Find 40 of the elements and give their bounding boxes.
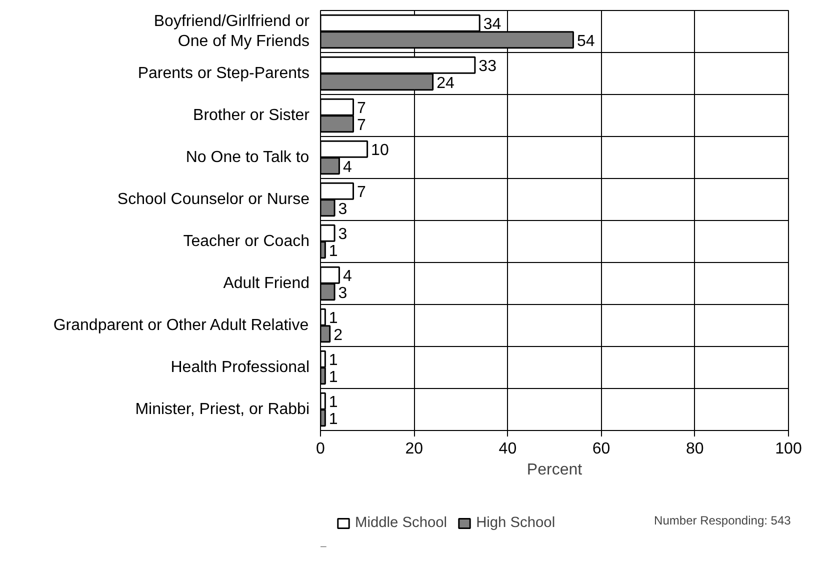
y-tick-label: Boyfriend/Girlfriend or One of My Friends xyxy=(154,12,310,50)
data-label: 24 xyxy=(436,74,454,92)
data-label: 4 xyxy=(342,268,352,286)
x-tick-label: 0 xyxy=(316,440,326,458)
data-label: 2 xyxy=(334,326,343,344)
y-tick-label: Minister, Priest, or Rabbi xyxy=(135,401,310,418)
y-tick-label: School Counselor or Nurse xyxy=(117,191,310,208)
y-tick-label: Parents or Step-Parents xyxy=(138,65,310,82)
data-label: 1 xyxy=(328,368,338,386)
data-label: 3 xyxy=(338,200,348,218)
y-tick-label: Health Professional xyxy=(170,359,310,376)
x-tick-label: 60 xyxy=(592,440,610,458)
x-tick-label: 20 xyxy=(405,440,424,458)
data-label: 1 xyxy=(328,310,338,328)
data-label: 1 xyxy=(328,352,338,370)
text: Number Responding: 543 xyxy=(654,514,792,528)
data-label: 7 xyxy=(357,116,366,134)
data-label: 54 xyxy=(576,32,595,50)
data-label: 10 xyxy=(371,142,389,160)
data-label: 4 xyxy=(342,158,352,176)
y-tick-label: Teacher or Coach xyxy=(183,233,310,250)
data-label: 3 xyxy=(338,226,348,244)
x-tick-label: 80 xyxy=(686,440,704,458)
legend-label: High School xyxy=(476,515,556,531)
y-tick-label: Brother or Sister xyxy=(193,107,310,124)
x-tick-label: 40 xyxy=(498,440,517,458)
data-label: 7 xyxy=(357,100,366,118)
data-label: 1 xyxy=(328,410,338,428)
y-tick-label: Grandparent or Other Adult Relative xyxy=(53,317,309,334)
data-label: 3 xyxy=(338,284,348,302)
data-label: 1 xyxy=(328,394,338,412)
data-label: 1 xyxy=(328,242,338,260)
y-tick-label: Adult Friend xyxy=(223,275,310,292)
data-label: 7 xyxy=(357,184,366,202)
y-tick-label: No One to Talk to xyxy=(186,149,310,166)
data-label: 33 xyxy=(478,58,497,76)
x-axis-title: Percent xyxy=(526,462,583,478)
x-tick-label: 100 xyxy=(775,440,802,458)
legend-label: Middle School xyxy=(355,515,448,531)
data-label: 34 xyxy=(483,16,502,34)
